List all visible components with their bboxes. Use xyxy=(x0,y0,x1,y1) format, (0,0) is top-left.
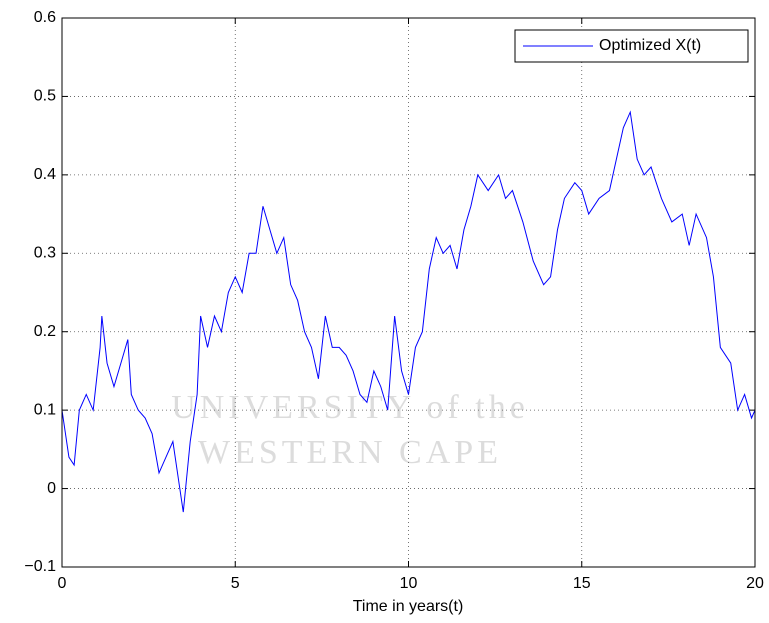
plot-frame xyxy=(61,17,756,568)
x-tick-label: 5 xyxy=(231,575,240,592)
y-tick-label: 0 xyxy=(47,480,56,497)
x-tick-label: 15 xyxy=(573,575,591,592)
y-tick-label: 0.1 xyxy=(34,401,56,418)
x-tick-label: 0 xyxy=(58,575,67,592)
y-tick-label: 0.4 xyxy=(34,166,56,183)
y-tick-label: 0.2 xyxy=(34,323,56,340)
x-tick-label: 10 xyxy=(400,575,418,592)
y-tick-label: −0.1 xyxy=(24,558,56,575)
y-tick-label: 0.6 xyxy=(34,9,56,26)
watermark: UNIVERSITY of the xyxy=(171,389,529,426)
y-tick-label: 0.5 xyxy=(34,88,56,105)
data-line xyxy=(61,110,756,513)
x-tick-label: 20 xyxy=(746,575,764,592)
x-axis-label: Time in years(t) xyxy=(353,598,464,615)
watermark: WESTERN CAPE xyxy=(198,434,502,471)
legend-label: Optimized X(t) xyxy=(599,37,701,54)
y-tick-label: 0.3 xyxy=(34,245,56,262)
